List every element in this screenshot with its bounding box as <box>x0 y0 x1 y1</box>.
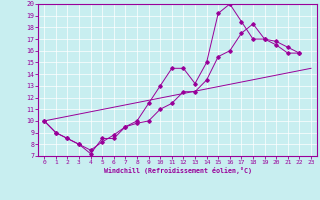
X-axis label: Windchill (Refroidissement éolien,°C): Windchill (Refroidissement éolien,°C) <box>104 167 252 174</box>
